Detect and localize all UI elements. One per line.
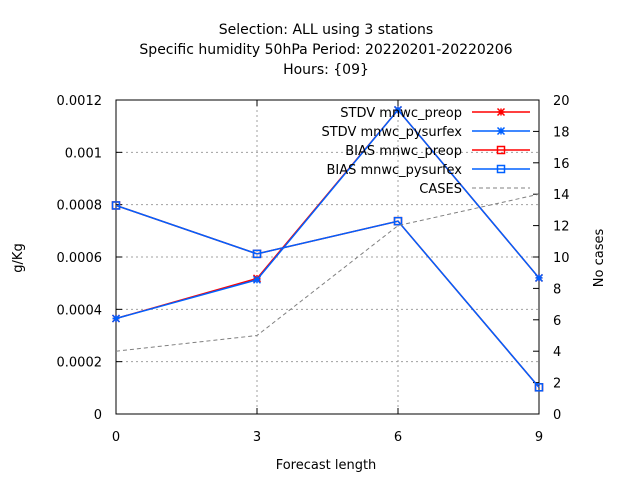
series-1-point-0: [111, 314, 121, 323]
x-tick-label: 9: [535, 430, 543, 445]
legend-marker-3: [496, 164, 506, 174]
y-tick-label: 0.0002: [57, 356, 103, 371]
series-3-point-2: [393, 216, 403, 226]
series-line-4: [115, 193, 540, 352]
legend-label-2: BIAS mnwc_preop: [345, 144, 462, 159]
chart-title-line-3: Hours: {09}: [283, 62, 369, 78]
x-axis-label: Forecast length: [276, 458, 377, 473]
y2-tick-label: 2: [553, 377, 561, 392]
series-4: [115, 193, 540, 352]
series-line-0: [115, 108, 540, 320]
y2-tick-label: 10: [553, 251, 570, 266]
y2-tick-label: 8: [553, 282, 561, 297]
series-3-point-3: [534, 383, 544, 392]
chart-title-line-2: Specific humidity 50hPa Period: 20220201…: [139, 42, 512, 58]
series-3-point-0: [111, 201, 121, 210]
legend-label-1: STDV mnwc_pysurfex: [321, 125, 462, 140]
y-tick-label: 0.001: [65, 146, 102, 161]
series-1: [111, 105, 544, 323]
y2-tick-label: 16: [553, 157, 570, 172]
grid-layer: [116, 100, 539, 414]
series-1-point-1: [252, 275, 262, 284]
y-axis-label: g/Kg: [11, 243, 26, 272]
y2-tick-label: 6: [553, 314, 561, 329]
y2-tick-label: 20: [553, 94, 570, 109]
legend-label-0: STDV mnwc_preop: [340, 106, 462, 121]
y2-axis-label: No cases: [592, 229, 607, 288]
y-tick-label: 0.0012: [57, 94, 103, 109]
legend-marker-1: [496, 126, 506, 136]
chart-title-line-1: Selection: ALL using 3 stations: [219, 22, 433, 38]
legend-label-4: CASES: [419, 182, 462, 197]
x-tick-label: 3: [253, 430, 261, 445]
series-line-2: [115, 204, 540, 388]
y2-tick-label: 12: [553, 220, 570, 235]
series-3-point-1: [252, 249, 262, 259]
x-tick-label: 0: [112, 430, 120, 445]
y-tick-label: 0.0008: [57, 199, 103, 214]
legend-marker-0: [496, 107, 506, 117]
series-1-point-2: [393, 105, 403, 114]
series-line-1: [115, 108, 540, 320]
series-1-point-3: [534, 273, 544, 282]
y2-tick-label: 4: [553, 345, 561, 360]
legend-layer: STDV mnwc_preop STDV mnwc_pysurfex BIAS mn…: [321, 106, 530, 197]
y-tick-label: 0.0004: [57, 303, 103, 318]
series-3: [111, 201, 544, 392]
y2-tick-label: 18: [553, 125, 570, 140]
y2-tick-label: 14: [553, 188, 570, 203]
series-layer: [111, 105, 544, 392]
series-line-3: [115, 204, 540, 388]
axes-layer: 0 0.0002 0.0004 0.0006 0.0008 0.001 0.0012 0 2 4 6…: [57, 94, 570, 445]
legend-marker-2: [496, 145, 506, 155]
y2-tick-label: 0: [553, 408, 561, 423]
x-tick-label: 6: [394, 430, 402, 445]
series-2: [111, 201, 544, 392]
y-tick-label: 0: [94, 408, 102, 423]
y-tick-label: 0.0006: [57, 251, 103, 266]
legend-label-3: BIAS mnwc_pysurfex: [326, 163, 462, 178]
